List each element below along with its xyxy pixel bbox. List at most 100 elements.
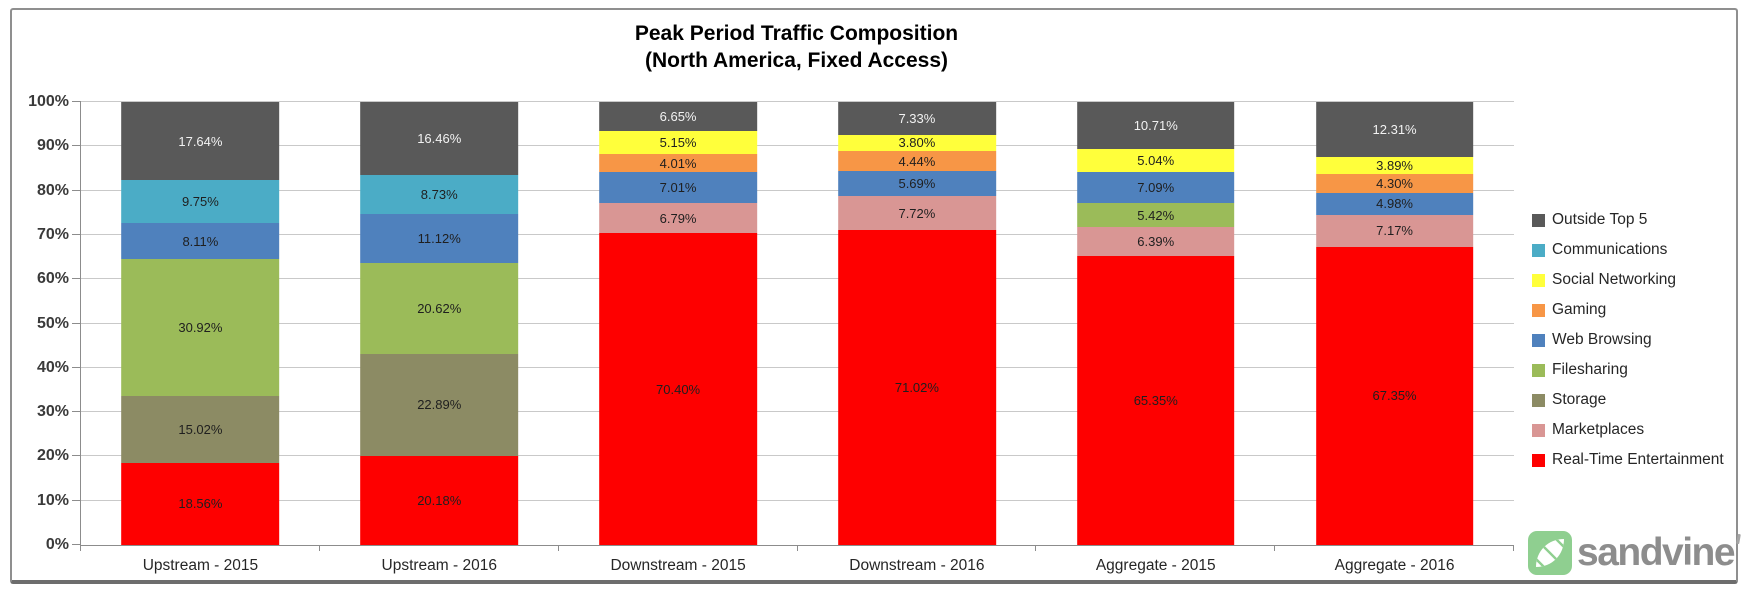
bar-segment-storage: 22.89%	[360, 354, 519, 456]
bar-segment-filesharing: 20.62%	[360, 262, 519, 355]
bar-segment-web-browsing: 4.98%	[1315, 192, 1474, 215]
category-slot: 71.02% 7.72% 5.69% 4.44% 3.80% 7.33% Downstrea…	[798, 102, 1037, 574]
y-axis-label: 70%	[36, 225, 69, 243]
stacked-bar: 67.35% 7.17% 4.98% 4.30% 3.89% 12.31%	[1315, 102, 1474, 545]
x-axis-label: Downstream - 2015	[610, 557, 746, 574]
bar-segment-filesharing: 5.42%	[1076, 203, 1235, 228]
data-label: 5.42%	[1137, 207, 1175, 223]
bar-segment-real-time-entertainment: 67.35%	[1315, 246, 1474, 545]
y-axis-label: 90%	[36, 137, 69, 155]
y-axis-label: 60%	[36, 270, 69, 288]
data-label: 4.01%	[659, 155, 697, 171]
legend-label: Marketplaces	[1552, 421, 1645, 438]
legend-label: Social Networking	[1552, 271, 1677, 288]
bar-segment-storage: 15.02%	[121, 396, 280, 463]
legend-item: Filesharing	[1532, 361, 1724, 378]
legend-item: Storage	[1532, 391, 1724, 408]
category-slot: 70.40% 6.79% 7.01% 4.01% 5.15% 6.65% Downstrea…	[559, 102, 798, 574]
y-axis-tick	[72, 499, 81, 501]
stacked-bar: 71.02% 7.72% 5.69% 4.44% 3.80% 7.33%	[838, 102, 996, 545]
gridline	[81, 233, 1514, 235]
y-axis-tick	[72, 233, 81, 235]
legend-item: Marketplaces	[1532, 421, 1724, 438]
plot-area: 0% 10% 20% 30% 40% 50% 60% 70% 80% 90% 100% 18.56% 1…	[28, 93, 1514, 574]
y-axis-label: 40%	[36, 358, 69, 376]
legend: Outside Top 5 Communications Social Networ…	[1532, 211, 1724, 482]
legend-label: Storage	[1552, 391, 1607, 408]
y-axis-tick	[72, 544, 81, 545]
stacked-bar: 20.18% 22.89% 20.62% 11.12% 8.73% 16.46%	[360, 102, 519, 545]
legend-item: Communications	[1532, 241, 1724, 258]
legend-swatch	[1532, 363, 1545, 377]
data-label: 17.64%	[178, 133, 223, 149]
bar-segment-communications: 9.75%	[121, 180, 280, 224]
gridline	[81, 101, 1514, 102]
x-axis-tick	[80, 545, 81, 551]
gridline	[81, 322, 1514, 324]
legend-swatch	[1532, 273, 1545, 287]
x-axis-tick	[557, 545, 559, 551]
data-label: 65.35%	[1133, 392, 1178, 408]
legend-swatch	[1532, 453, 1545, 467]
gridline	[81, 145, 1514, 147]
y-axis-tick	[72, 455, 81, 457]
data-label: 6.79%	[659, 210, 697, 226]
bar-segment-social-networking: 5.15%	[599, 131, 757, 155]
legend-label: Real-Time Entertainment	[1552, 451, 1724, 468]
bar-segment-gaming: 4.01%	[599, 154, 757, 173]
data-label: 12.31%	[1372, 121, 1417, 137]
legend-swatch	[1532, 423, 1545, 437]
category-slot: 67.35% 7.17% 4.98% 4.30% 3.89% 12.31% Aggregat…	[1275, 102, 1514, 574]
data-label: 70.40%	[656, 381, 701, 397]
y-axis-tick	[72, 278, 81, 280]
data-label: 5.69%	[898, 176, 936, 192]
data-label: 7.09%	[1137, 180, 1175, 195]
sandvine-leaf-icon	[1528, 531, 1572, 575]
legend-swatch	[1532, 393, 1545, 407]
chart-panel: Peak Period Traffic Composition (North A…	[10, 8, 1741, 584]
legend-swatch	[1532, 213, 1545, 227]
trademark-tick	[1736, 533, 1741, 545]
data-label: 6.65%	[659, 109, 697, 125]
data-label: 11.12%	[417, 230, 461, 246]
y-axis-label: 30%	[36, 403, 69, 421]
data-label: 8.11%	[182, 233, 219, 249]
bar-segment-marketplaces: 6.79%	[599, 203, 757, 234]
y-axis-tick	[72, 411, 81, 413]
legend-item: Real-Time Entertainment	[1532, 451, 1724, 468]
bar-segment-social-networking: 3.89%	[1315, 156, 1474, 174]
chart-title: Peak Period Traffic Composition (North A…	[80, 20, 1513, 74]
data-label: 5.04%	[1137, 153, 1175, 169]
data-label: 7.17%	[1376, 223, 1413, 239]
x-axis-tick	[1513, 545, 1514, 551]
data-label: 18.56%	[178, 496, 223, 512]
data-label: 4.98%	[1376, 196, 1413, 212]
data-label: 7.72%	[898, 205, 936, 221]
x-axis-label: Aggregate - 2016	[1334, 557, 1455, 574]
bar-segment-social-networking: 3.80%	[838, 134, 996, 152]
bar-segment-real-time-entertainment: 65.35%	[1076, 255, 1235, 545]
category-slot: 18.56% 15.02% 30.92% 8.11% 9.75% 17.64% Upstre…	[81, 102, 320, 574]
data-label: 8.73%	[420, 186, 458, 202]
x-axis-label: Upstream - 2015	[142, 557, 259, 574]
y-axis-tick	[72, 101, 81, 102]
y-axis-label: 50%	[36, 314, 69, 332]
legend-label: Gaming	[1552, 301, 1607, 318]
data-label: 4.30%	[1376, 175, 1413, 191]
data-label: 6.39%	[1137, 233, 1175, 249]
legend-item: Social Networking	[1532, 271, 1724, 288]
legend-label: Web Browsing	[1552, 331, 1652, 348]
data-label: 7.01%	[659, 180, 697, 196]
data-label: 20.62%	[417, 301, 462, 317]
data-label: 30.92%	[178, 320, 223, 336]
y-axis-tick	[72, 366, 81, 368]
bar-segment-gaming: 4.44%	[838, 151, 996, 171]
bar-segment-web-browsing: 7.09%	[1076, 171, 1235, 204]
bar-segment-outside-top-5: 6.65%	[599, 102, 757, 132]
y-axis-label: 100%	[28, 93, 69, 110]
bar-segment-web-browsing: 5.69%	[838, 171, 996, 197]
data-label: 67.35%	[1372, 388, 1417, 404]
legend-label: Outside Top 5	[1552, 211, 1648, 228]
y-axis-label: 80%	[36, 181, 69, 199]
x-axis-tick	[318, 545, 320, 551]
